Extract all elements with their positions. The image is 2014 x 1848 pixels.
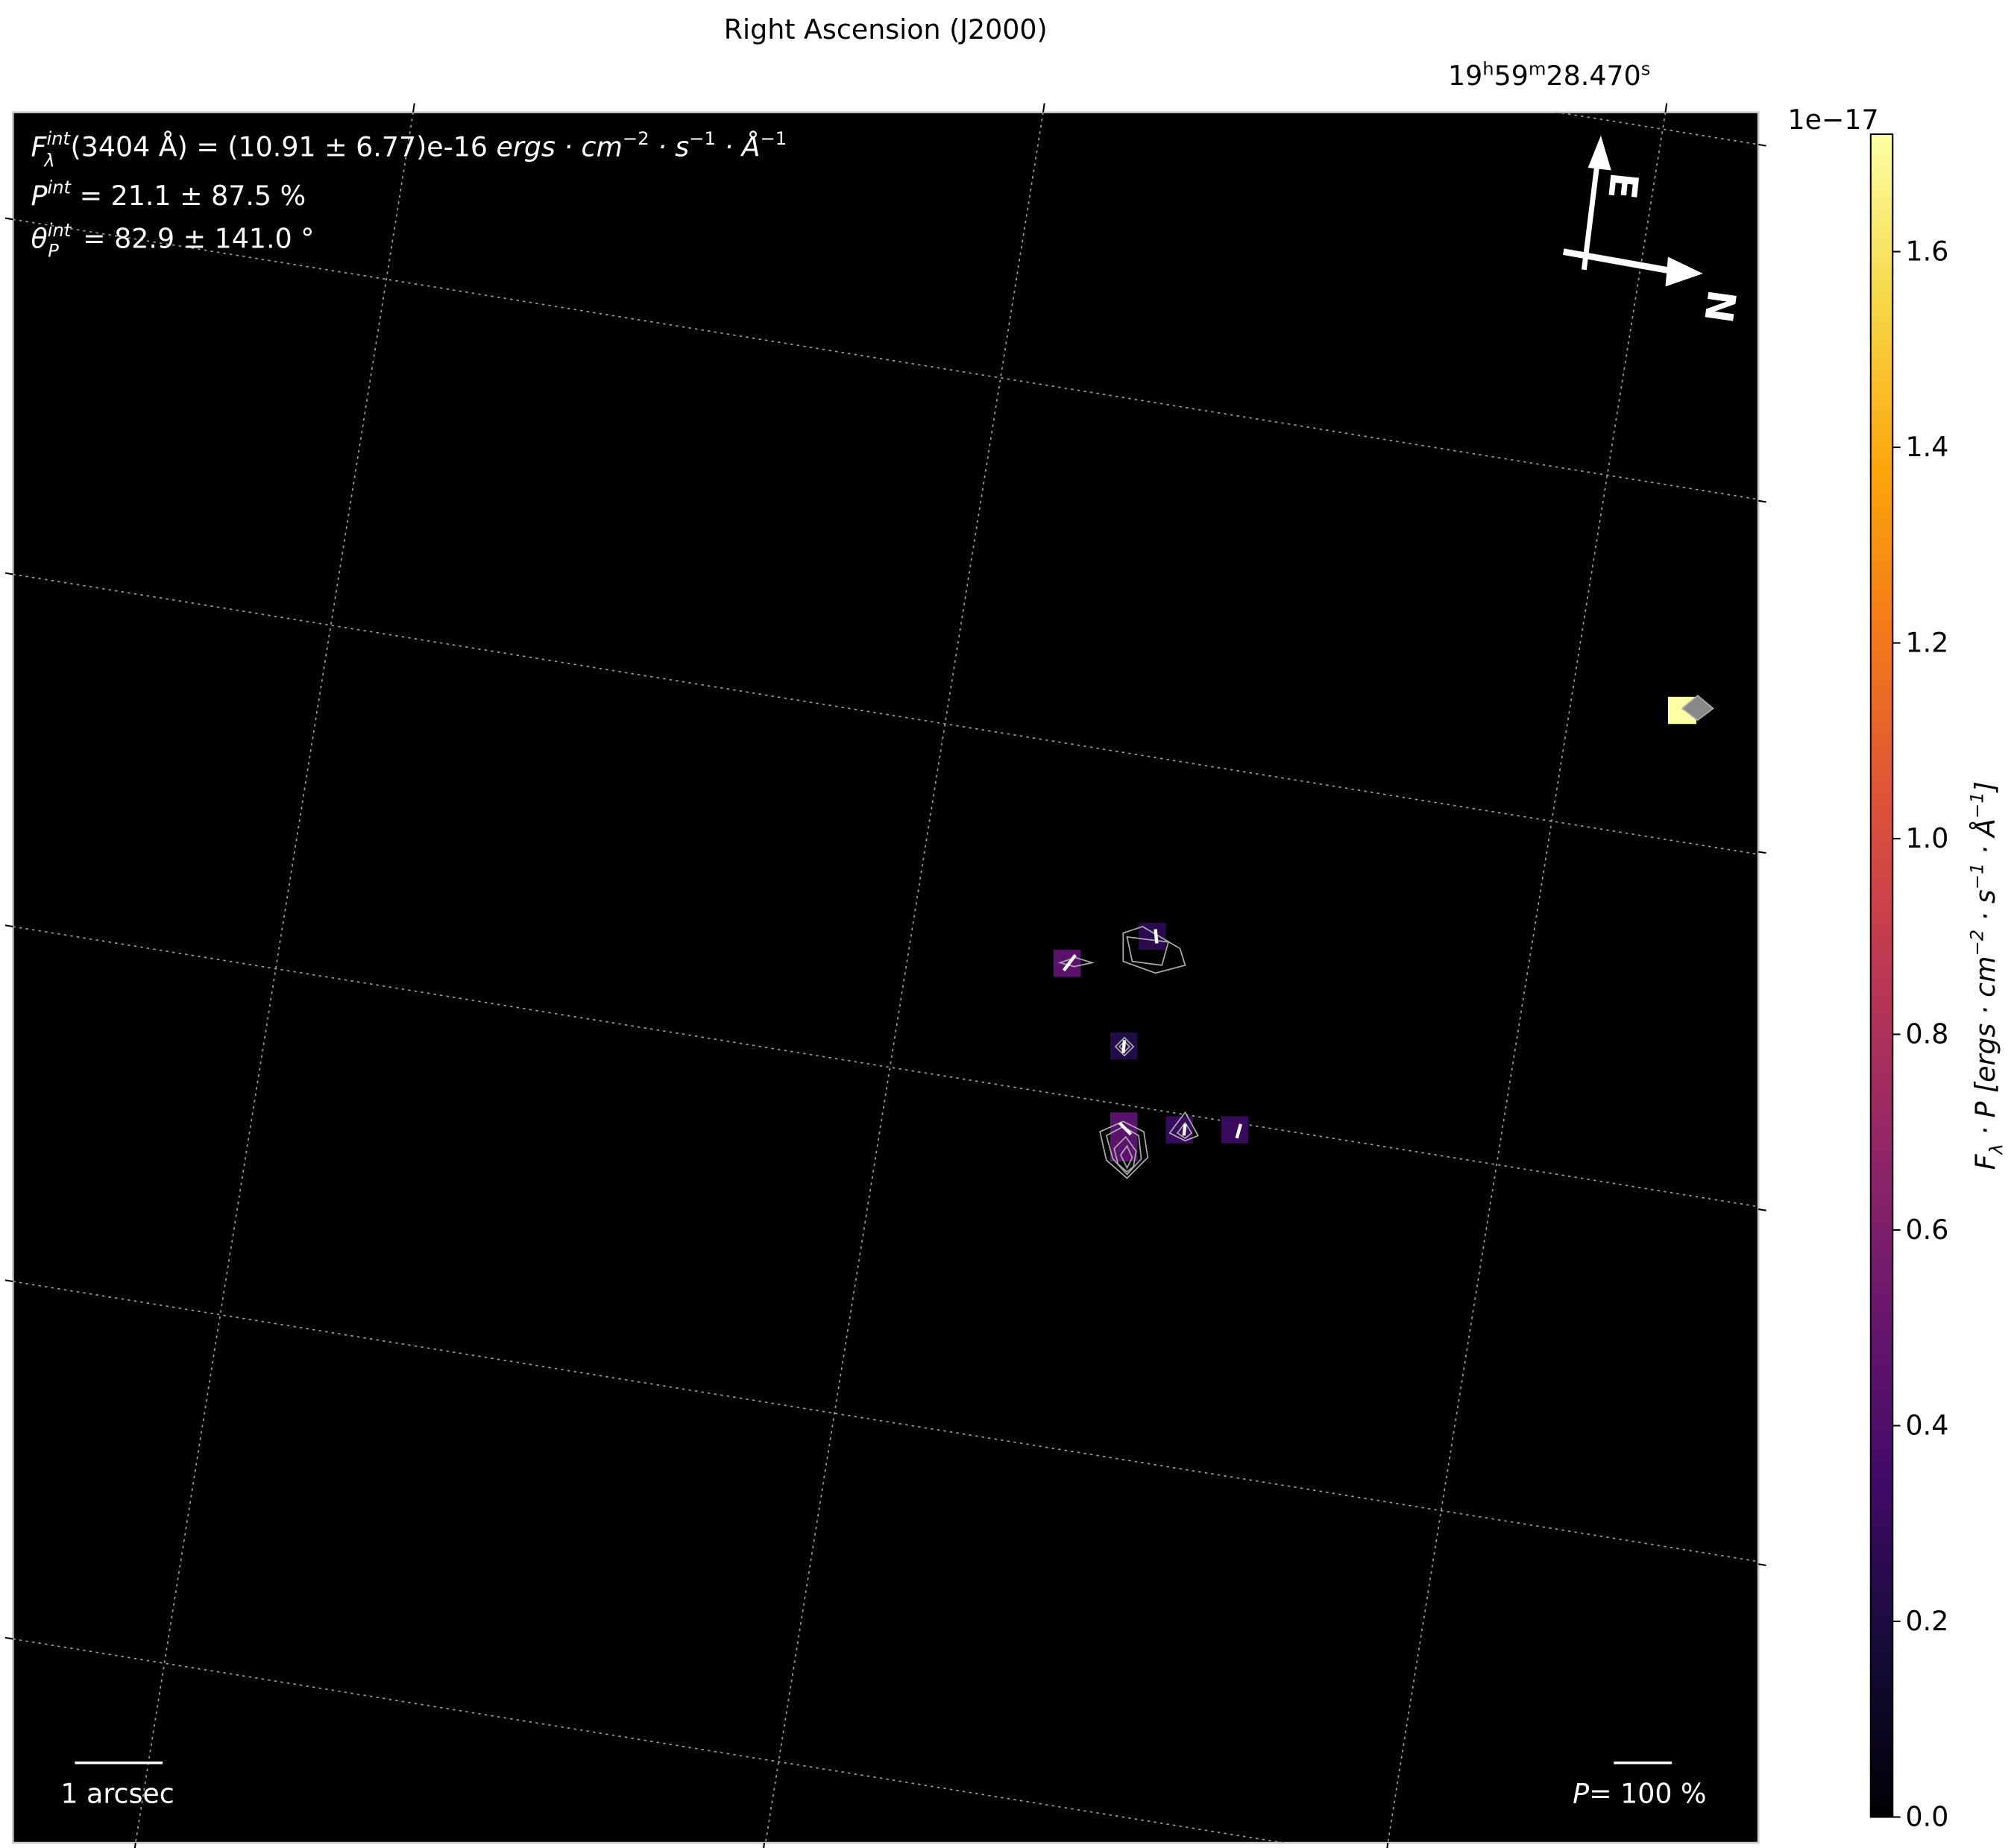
x-tick-bottom: [133, 1842, 136, 1848]
contour: [1113, 1135, 1137, 1173]
colorbar-tick-label: 1.0: [1906, 822, 1949, 854]
compass-north-label: N: [1695, 287, 1743, 325]
grid-line-dec: [13, 218, 1759, 500]
y-tick-right: [1758, 1208, 1766, 1211]
contour: [1099, 1120, 1149, 1179]
compass-east-label: E: [1599, 171, 1646, 202]
east-arrowhead-icon: [1587, 135, 1611, 171]
x-tick-bottom: [1386, 1842, 1389, 1848]
y-tick: [4, 217, 13, 221]
y-tick-right: [1758, 499, 1766, 503]
colorbar-offset-text: 1e−17: [1788, 104, 1879, 136]
axis-ticks: [4, 103, 1766, 1848]
colorbar-tick-label: 0.2: [1906, 1605, 1949, 1637]
x-tick: [1042, 103, 1045, 113]
colorbar-tick-label: 1.6: [1906, 236, 1949, 268]
contour: [1681, 694, 1714, 722]
contour: [1168, 1111, 1199, 1142]
pol-vector: [1154, 929, 1159, 944]
x-tick-bottom: [763, 1842, 766, 1848]
compass: E N: [1562, 135, 1743, 326]
contour: [1176, 1121, 1193, 1139]
y-tick-right: [1758, 1563, 1766, 1566]
pol-vector: [1235, 1123, 1242, 1139]
coordinate-grid: [13, 112, 1759, 1844]
pol-vector: [1118, 1121, 1133, 1136]
y-tick-right: [1758, 851, 1766, 854]
angle-annotation: θint P = 82.9 ± 141.0 °: [31, 220, 315, 262]
colorbar-tick-label: 0.0: [1906, 1801, 1949, 1833]
north-arrow-icon: [1562, 248, 1672, 274]
y-tick: [4, 572, 13, 575]
pol-vector: [1182, 1123, 1187, 1136]
colorbar-tick-label: 1.4: [1906, 431, 1949, 463]
flux-pixel: [1053, 950, 1081, 977]
plot-area: [12, 111, 1760, 1844]
y-tick: [4, 924, 13, 927]
grid-line-ra: [764, 112, 1044, 1844]
contour: [1114, 1036, 1135, 1057]
integrated-annotations: Fint λ (3404 Å) = (10.91 ± 6.77)e-16 ergs …: [31, 128, 787, 262]
east-arrow-icon: [1582, 165, 1600, 271]
colorbar-ticks: 0.0 0.2 0.4 0.6 0.8 1.0 1.2 1.4 1.6: [1892, 236, 1948, 1833]
contour: [1122, 926, 1186, 974]
polarization-vectors: [1062, 929, 1242, 1139]
colorbar-label: Fλ · P [ergs · cm−2 · s−1 · Å−1]: [1966, 781, 2007, 1170]
polarization-annotation: Pint = 21.1 ± 87.5 %: [31, 177, 306, 212]
grid-line-dec: [13, 573, 1759, 855]
colorbar-tick-label: 1.2: [1906, 627, 1949, 659]
grid-line-ra: [1387, 112, 1667, 1844]
colorbar-tick-label: 0.4: [1906, 1410, 1949, 1442]
grid-line-dec: [13, 1281, 1759, 1562]
colorbar: [1869, 133, 1894, 1818]
x-tick: [412, 103, 415, 113]
colorbar-tick-label: 0.8: [1906, 1018, 1949, 1050]
flux-pixel: [1110, 1112, 1138, 1162]
contours: [1057, 694, 1714, 1179]
flux-annotation: Fint λ (3404 Å) = (10.91 ± 6.77)e-16 ergs …: [31, 128, 787, 171]
polarization-scale-label: P= 100 %: [1573, 1777, 1706, 1809]
arcsec-scale-label: 1 arcsec: [60, 1777, 174, 1809]
contour: [1119, 1144, 1133, 1170]
flux-pixel: [1221, 1116, 1249, 1144]
north-arrowhead-icon: [1665, 256, 1703, 287]
x-axis-label: Right Ascension (J2000): [724, 13, 1048, 45]
y-tick-right: [1758, 143, 1766, 147]
y-tick: [4, 1279, 13, 1283]
y-tick: [4, 1636, 13, 1640]
colorbar-tick-label: 0.6: [1906, 1214, 1949, 1246]
contour: [1126, 936, 1170, 966]
x-tick: [1664, 103, 1668, 113]
pol-vector: [1062, 953, 1077, 972]
grid-line-ra: [134, 112, 414, 1844]
grid-line-dec: [13, 926, 1759, 1208]
x-tick-label: 19h59m28.470s: [1448, 58, 1650, 92]
pol-vector: [1121, 1040, 1127, 1053]
